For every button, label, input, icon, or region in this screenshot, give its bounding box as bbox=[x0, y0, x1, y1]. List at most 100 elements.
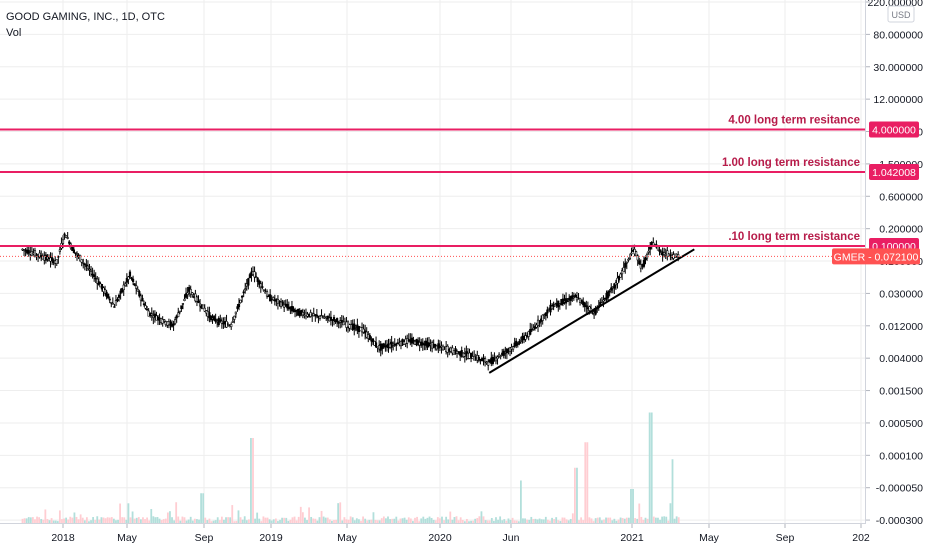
volume-bar bbox=[160, 520, 163, 523]
volume-bar bbox=[559, 521, 562, 523]
volume-bar bbox=[636, 518, 639, 523]
candle bbox=[135, 280, 138, 295]
y-tick-label: 0.000500 bbox=[879, 418, 923, 430]
volume-bar bbox=[370, 519, 373, 523]
volume-bar bbox=[171, 517, 173, 523]
candle bbox=[111, 297, 114, 305]
y-tick-label: 0.012000 bbox=[879, 321, 923, 333]
volume-bar bbox=[40, 518, 43, 523]
volume-bar bbox=[262, 516, 265, 523]
candle bbox=[231, 316, 234, 323]
volume-bar bbox=[285, 517, 288, 523]
volume-bar bbox=[25, 518, 28, 523]
volume-bar bbox=[191, 520, 194, 523]
candle bbox=[622, 261, 625, 273]
candle bbox=[286, 299, 289, 311]
candle bbox=[647, 245, 650, 255]
x-tick-label: 2018 bbox=[51, 532, 75, 544]
candle bbox=[226, 322, 230, 327]
candle bbox=[174, 316, 177, 326]
volume-bar bbox=[237, 510, 240, 523]
volume-bar bbox=[119, 503, 122, 523]
volume-bar bbox=[328, 519, 331, 523]
candle bbox=[496, 355, 499, 365]
x-tick-label: Jun bbox=[503, 532, 520, 544]
volume-bar bbox=[254, 518, 256, 523]
volume-bar bbox=[673, 518, 676, 523]
volume-bar bbox=[63, 518, 65, 523]
volume-bar bbox=[142, 517, 144, 523]
volume-bar bbox=[634, 518, 637, 523]
volume-bar bbox=[488, 520, 491, 523]
volume-bar bbox=[567, 520, 570, 523]
candle bbox=[329, 310, 332, 326]
volume-bar bbox=[578, 520, 580, 523]
resistance-price-tag bbox=[869, 164, 919, 180]
volume-bar bbox=[630, 489, 632, 523]
volume-bar bbox=[623, 518, 626, 523]
volume-bar bbox=[405, 519, 408, 523]
candle bbox=[269, 289, 272, 302]
volume-bar bbox=[289, 519, 292, 523]
volume-bar bbox=[524, 518, 526, 523]
candle bbox=[658, 245, 661, 256]
volume-bar bbox=[231, 505, 234, 523]
candle bbox=[180, 305, 183, 312]
candle bbox=[491, 354, 494, 366]
candle bbox=[161, 316, 164, 327]
candle bbox=[524, 332, 527, 342]
candle bbox=[434, 343, 437, 351]
volume-bar bbox=[133, 518, 136, 523]
volume-bar bbox=[250, 438, 252, 523]
candle bbox=[186, 286, 189, 300]
volume-bar bbox=[331, 520, 333, 523]
candle bbox=[244, 282, 247, 294]
candle bbox=[261, 281, 264, 290]
volume-bar bbox=[439, 518, 441, 523]
volume-bar bbox=[241, 519, 244, 523]
volume-bar bbox=[345, 519, 348, 523]
volume-bar bbox=[164, 518, 167, 523]
volume-bar bbox=[351, 517, 354, 523]
volume-bar bbox=[355, 518, 358, 523]
volume-bar bbox=[220, 516, 223, 523]
volume-bar bbox=[584, 442, 587, 523]
candle bbox=[292, 306, 295, 313]
volume-bar bbox=[42, 519, 45, 523]
volume-bar bbox=[202, 493, 205, 523]
volume-bar bbox=[102, 517, 105, 523]
volume-bar bbox=[401, 518, 404, 523]
candle bbox=[163, 319, 166, 324]
volume-bar bbox=[185, 520, 188, 523]
volume-bar bbox=[378, 520, 381, 523]
overlay-lines: 4.00 long term resitance 1.00 long term r… bbox=[0, 115, 866, 374]
candle bbox=[170, 320, 174, 328]
volume-bar bbox=[499, 516, 502, 523]
volume-bar bbox=[92, 517, 95, 523]
volume-bar bbox=[457, 520, 460, 523]
support-trendline[interactable] bbox=[488, 248, 695, 374]
candle bbox=[663, 247, 666, 258]
candle bbox=[233, 315, 236, 324]
volume-bar bbox=[181, 516, 184, 523]
currency-badge[interactable] bbox=[887, 5, 915, 23]
volume-bar bbox=[397, 520, 400, 523]
candle bbox=[55, 259, 58, 267]
candle bbox=[340, 315, 343, 328]
volume-bar bbox=[486, 520, 489, 523]
candle bbox=[197, 295, 200, 304]
x-tick-label: Sep bbox=[195, 532, 214, 544]
candle bbox=[630, 247, 633, 257]
volume-bar bbox=[546, 519, 549, 523]
volume-bar bbox=[54, 520, 57, 523]
candle bbox=[141, 294, 144, 302]
candle bbox=[374, 336, 378, 348]
volume-bar bbox=[341, 520, 344, 523]
volume-bar bbox=[395, 516, 398, 523]
volume-bar bbox=[362, 516, 364, 523]
volume-bar bbox=[675, 516, 678, 523]
x-tick-label: Sep bbox=[776, 532, 795, 544]
